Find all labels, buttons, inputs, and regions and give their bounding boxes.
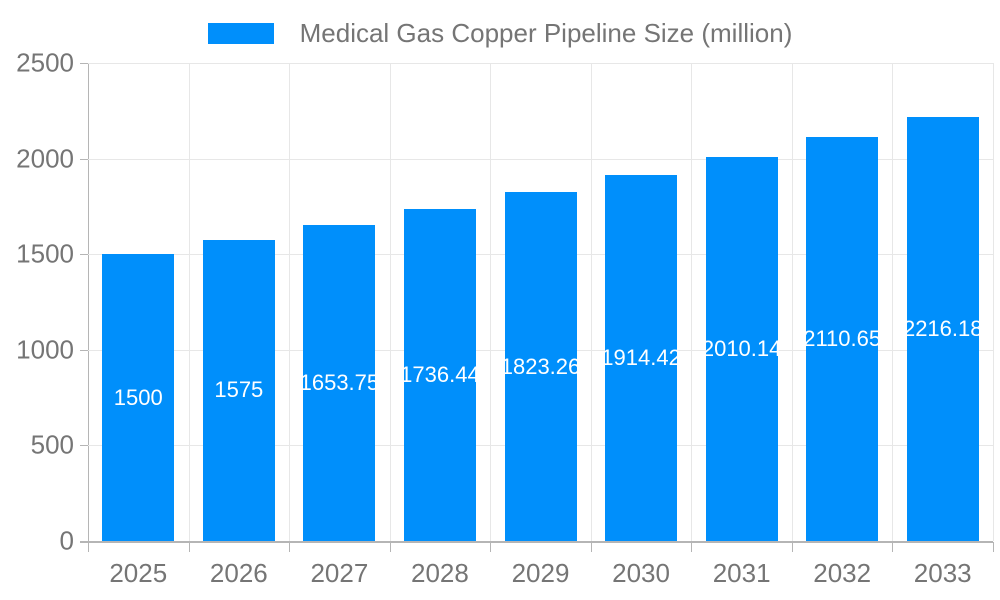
x-axis-tick (389, 542, 391, 552)
bar-2026[interactable] (202, 239, 275, 541)
x-axis-category-label: 2025 (109, 558, 168, 588)
y-axis-tick-label: 500 (30, 429, 74, 460)
bar-2031[interactable] (705, 156, 778, 541)
y-axis-tick (80, 254, 88, 256)
bar-2028[interactable] (403, 209, 476, 541)
plot-area: 1500 1575 1653.75 1736.44 1823.26 1914.42 2010… (88, 63, 994, 541)
y-axis-tick-label: 2000 (16, 143, 74, 174)
x-axis-category-label: 2029 (511, 558, 570, 588)
gridline-vertical (188, 63, 190, 541)
gridline-vertical (389, 63, 391, 541)
y-axis-line (88, 63, 89, 542)
x-axis-line (80, 541, 993, 543)
y-axis-tick (80, 541, 88, 542)
x-axis-category-label: 2032 (813, 558, 872, 588)
y-axis-tick (80, 158, 88, 160)
x-axis-tick (993, 542, 994, 552)
x-axis-tick (188, 542, 190, 552)
gridline-vertical (590, 63, 592, 541)
x-axis-category-label: 2028 (411, 558, 469, 588)
bar-2029[interactable] (504, 192, 577, 541)
x-axis-tick (590, 542, 592, 552)
legend-item[interactable]: Medical Gas Copper Pipeline Size (millio… (207, 18, 793, 49)
gridline-horizontal (88, 63, 993, 64)
y-axis-tick (80, 63, 88, 64)
x-axis-category-label: 2030 (612, 558, 670, 588)
x-axis-category-label: 2033 (913, 558, 972, 588)
x-axis-tick (88, 542, 89, 552)
gridline-vertical (691, 63, 693, 541)
x-axis-tick (791, 542, 793, 552)
x-axis-category-label: 2027 (310, 558, 369, 588)
gridline-vertical (289, 63, 291, 541)
legend-series-label: Medical Gas Copper Pipeline Size (millio… (299, 18, 793, 48)
y-axis-tick (80, 445, 88, 447)
gridline-vertical (892, 63, 894, 541)
x-axis-tick (490, 542, 492, 552)
x-axis-category-label: 2026 (209, 558, 268, 588)
y-axis-tick-label: 0 (59, 525, 74, 556)
bar-2027[interactable] (303, 224, 376, 541)
gridline-horizontal (88, 158, 993, 160)
legend-swatch-icon (207, 23, 274, 44)
gridline-vertical (490, 63, 492, 541)
x-axis-tick (892, 542, 894, 552)
gridline-vertical (791, 63, 793, 541)
x-axis-tick (289, 542, 291, 552)
gridline-vertical (993, 63, 994, 541)
chart-legend: Medical Gas Copper Pipeline Size (millio… (0, 18, 1000, 49)
y-axis-tick-label: 1500 (16, 238, 74, 269)
bar-2033[interactable] (906, 117, 979, 541)
bar-2025[interactable] (102, 254, 175, 541)
x-axis-category-label: 2031 (712, 558, 771, 588)
x-axis-tick (691, 542, 693, 552)
bar-2030[interactable] (605, 174, 678, 541)
bar-2032[interactable] (806, 137, 879, 541)
y-axis-tick-label: 2500 (16, 47, 74, 78)
y-axis-tick-label: 1000 (16, 334, 74, 365)
y-axis-tick (80, 349, 88, 351)
